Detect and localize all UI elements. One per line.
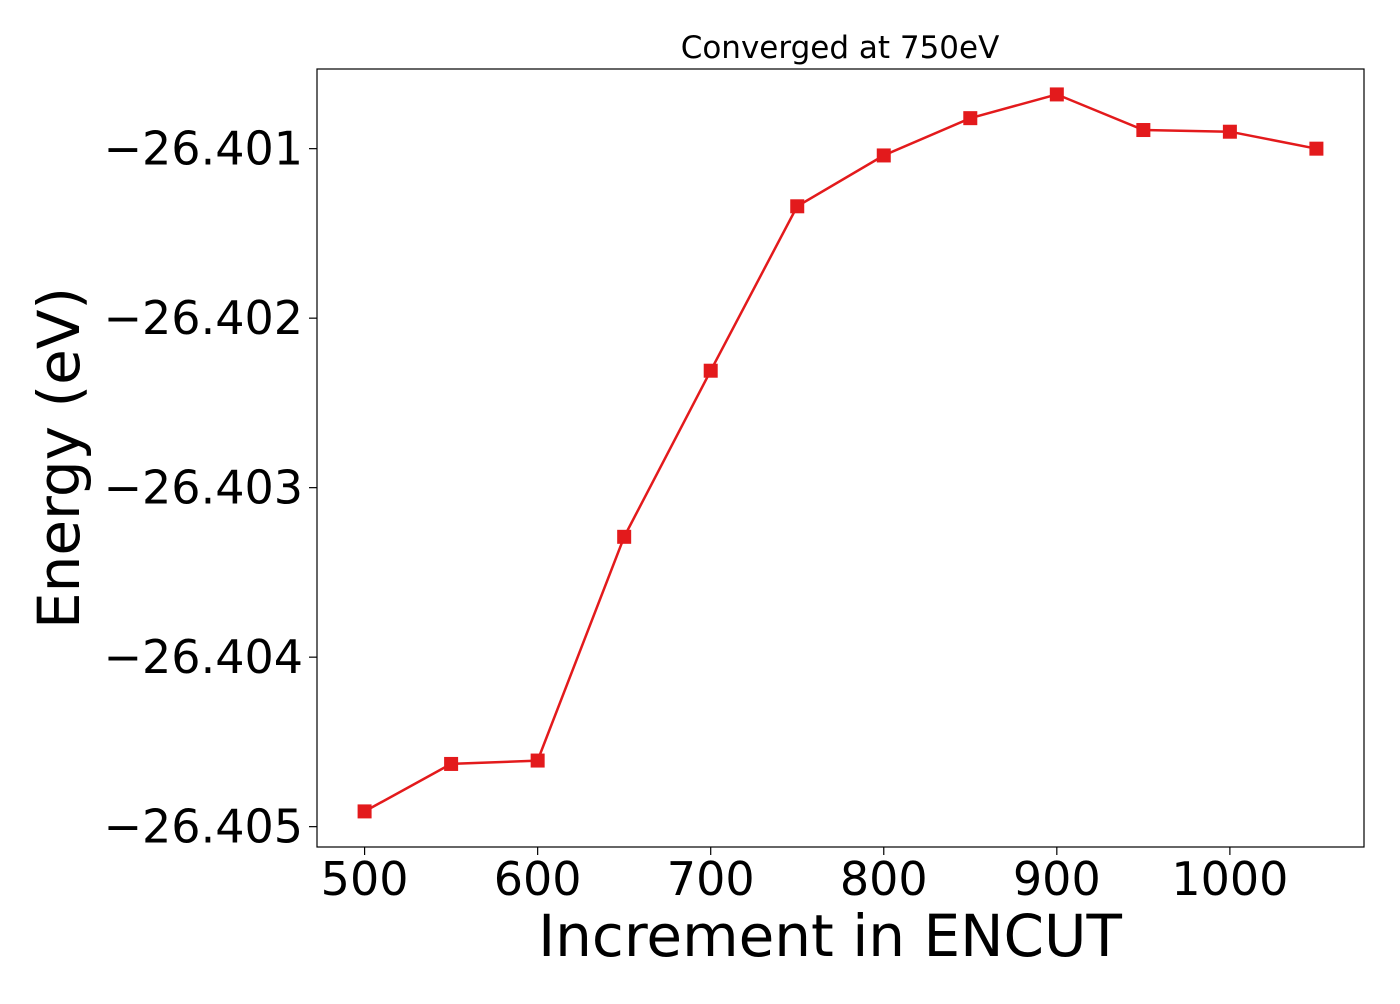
data-point-marker — [876, 148, 891, 163]
x-axis-label: Increment in ENCUT — [538, 902, 1122, 970]
data-point-marker — [1049, 87, 1064, 102]
x-tick-label: 900 — [1013, 852, 1101, 906]
y-tick-label: −26.402 — [104, 291, 304, 345]
data-point-marker — [963, 111, 978, 126]
chart-title: Converged at 750eV — [681, 30, 1000, 66]
y-axis-label: Energy (eV) — [25, 287, 93, 629]
data-point-marker — [357, 804, 372, 819]
y-axis-ticks: −26.401 −26.402 −26.403 −26.404 −26.405 — [104, 122, 317, 854]
x-tick-label: 500 — [321, 852, 409, 906]
series-line — [363, 93, 1317, 813]
x-tick-label: 800 — [840, 852, 928, 906]
y-tick-label: −26.404 — [104, 630, 304, 684]
data-point-marker — [1309, 141, 1324, 156]
data-point-marker — [790, 199, 805, 214]
y-tick-label: −26.405 — [104, 800, 304, 854]
data-point-marker — [1136, 123, 1151, 138]
data-point-marker — [1222, 124, 1237, 139]
data-point-marker — [703, 363, 718, 378]
x-tick-label: 600 — [494, 852, 582, 906]
y-tick-label: −26.403 — [104, 461, 304, 515]
data-point-marker — [617, 529, 632, 544]
plot-area-frame — [316, 68, 1365, 848]
data-point-marker — [530, 753, 545, 768]
x-tick-label: 1000 — [1171, 852, 1288, 906]
series-markers — [357, 87, 1324, 819]
y-tick-label: −26.401 — [104, 122, 304, 176]
x-tick-label: 700 — [667, 852, 755, 906]
data-point-marker — [444, 756, 459, 771]
x-axis-ticks: 500 600 700 800 900 1000 — [321, 847, 1288, 906]
